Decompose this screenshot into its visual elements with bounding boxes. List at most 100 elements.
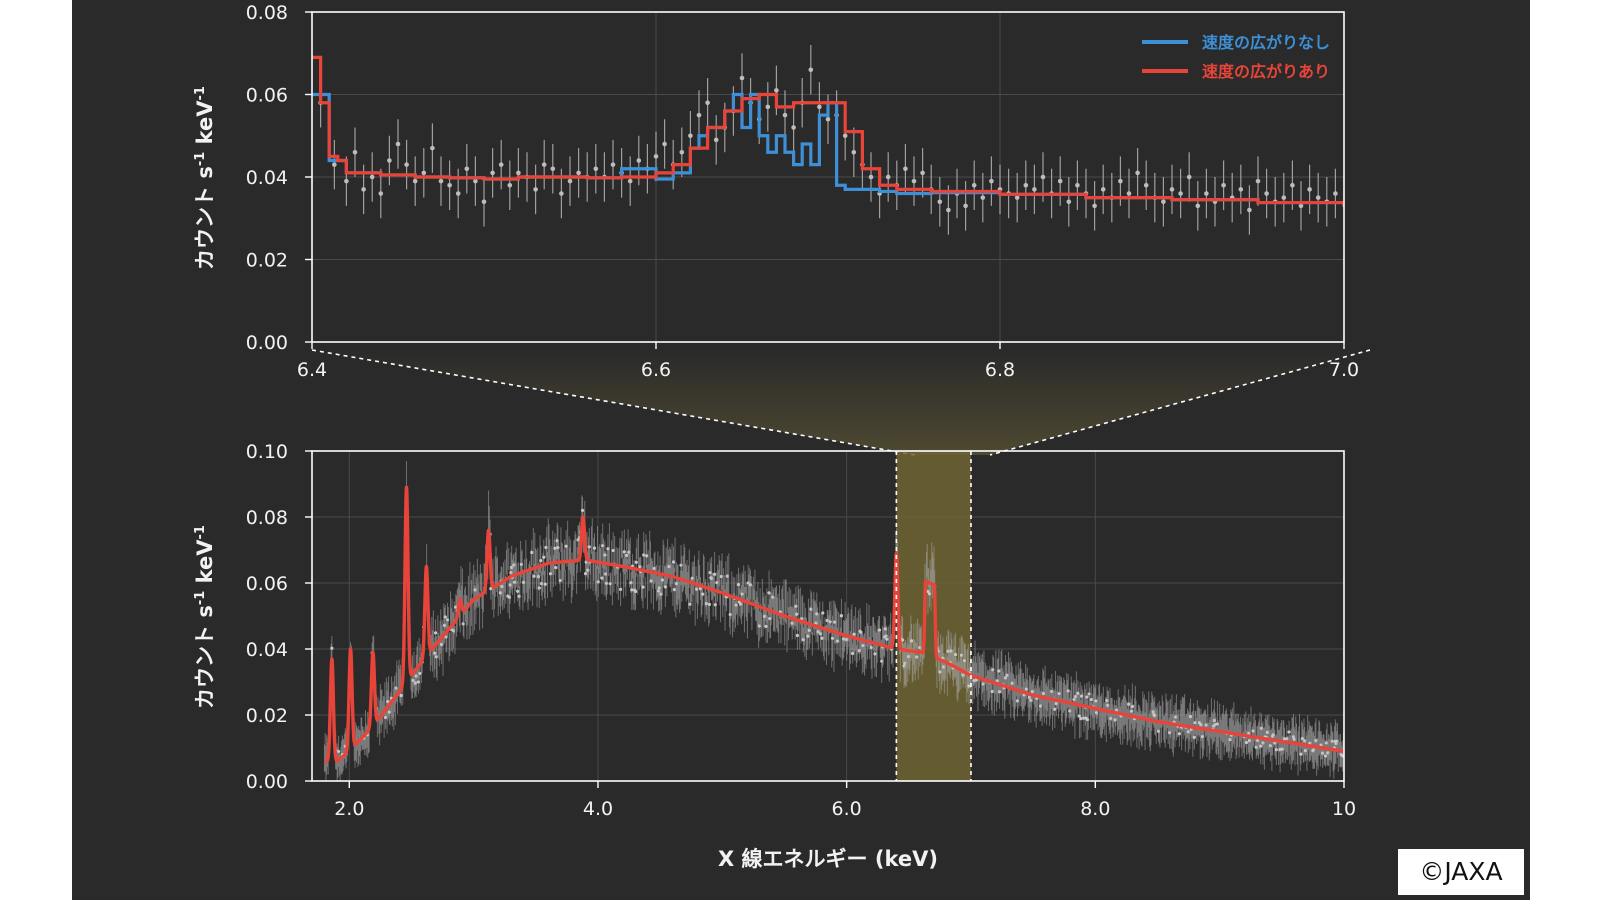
top-ytick-label: 0.04 [246, 167, 288, 189]
bottom-data-point [611, 548, 615, 553]
top-data-point [438, 178, 444, 184]
bottom-data-point [1079, 717, 1083, 721]
bottom-data-point [1127, 702, 1131, 706]
bottom-data-point [630, 588, 634, 592]
top-data-point [378, 191, 384, 196]
top-data-point [412, 178, 418, 184]
top-model-lines [312, 55, 1344, 207]
top-data-point [1057, 178, 1063, 184]
bottom-data-point [399, 693, 403, 698]
top-data-point [885, 174, 891, 180]
top-ytick-label: 0.06 [246, 85, 288, 107]
top-data-point [705, 100, 710, 106]
zoom-connector [312, 350, 1370, 455]
top-data-point [765, 104, 771, 110]
top-data-point [937, 199, 943, 205]
top-data-point [739, 75, 745, 81]
top-data-point [559, 191, 564, 196]
bottom-data-point [663, 585, 667, 589]
bottom-data-point [416, 680, 421, 684]
top-data-point [498, 162, 504, 167]
top-data-point [971, 182, 977, 188]
top-data-point [369, 174, 375, 180]
bottom-data-point [938, 670, 942, 674]
bottom-data-point [516, 589, 520, 593]
top-data-point [817, 104, 822, 110]
bottom-data-point [542, 555, 546, 559]
top-data-point [533, 187, 538, 192]
bottom-data-point [873, 652, 877, 656]
top-data-point [1281, 195, 1287, 200]
bottom-data-point [619, 587, 623, 591]
bottom-data-point [967, 684, 971, 688]
bottom-data-point [330, 646, 334, 650]
top-data-point [332, 162, 337, 167]
top-data-point [455, 191, 461, 196]
zoom-line-right [989, 349, 1371, 456]
top-data-point [903, 166, 908, 172]
top-plot: 6.4 6.6 6.8 7.0 0.00 0.02 0.04 0.06 0.08 カウント s-… [193, 2, 1359, 381]
bottom-xtick-label: 8.0 [1080, 798, 1110, 820]
bottom-data-point [433, 651, 437, 655]
top-data-point [636, 158, 642, 163]
bottom-ytick-label: 0.04 [246, 639, 288, 661]
top-data-point [1195, 203, 1201, 209]
bottom-data-point [821, 611, 825, 615]
top-data-point [481, 199, 487, 205]
top-xtick-label: 6.8 [985, 359, 1015, 381]
top-data-point [963, 203, 968, 209]
top-data-point [989, 178, 994, 184]
top-data-point [1247, 207, 1252, 213]
top-data-point [1221, 182, 1226, 188]
bottom-data-point [764, 624, 768, 628]
bottom-data-point [634, 560, 638, 564]
top-data-point [1040, 174, 1046, 180]
bottom-data-point [997, 669, 1001, 673]
bottom-xtick-label: 2.0 [334, 798, 364, 820]
bottom-data-point [990, 689, 994, 694]
bottom-data-point [1177, 732, 1181, 736]
top-y-axis-label: カウント s-1 keV-1 [193, 86, 217, 270]
legend-label-no-broadening: 速度の広がりなし [1202, 33, 1330, 52]
top-data-point [1204, 191, 1209, 196]
bottom-data-point [553, 546, 557, 550]
top-data-point [1307, 187, 1312, 192]
top-data-point [610, 162, 616, 167]
top-ytick-label: 0.00 [246, 332, 288, 354]
bottom-ytick-label: 0.06 [246, 573, 288, 595]
bottom-data-point [443, 615, 447, 619]
bottom-data-point [537, 586, 541, 590]
bottom-data-point [1053, 707, 1057, 711]
bottom-data-point [953, 652, 958, 657]
top-data-point [1290, 182, 1295, 188]
top-data-point [567, 178, 573, 184]
top-data-point [868, 174, 874, 180]
top-data-point [851, 149, 857, 155]
top-data-point [980, 195, 986, 200]
bottom-data-point [839, 614, 844, 618]
top-data-point [1255, 178, 1261, 184]
bottom-model-curve [322, 485, 1344, 763]
top-data-point [688, 133, 693, 139]
bottom-data-point [1130, 704, 1134, 709]
top-ytick-label: 0.08 [246, 2, 288, 24]
bottom-data-point [587, 545, 591, 549]
top-data-point [1264, 191, 1269, 196]
top-data-point [430, 145, 435, 151]
top-data-point [1298, 203, 1304, 209]
bottom-data-point [1089, 697, 1093, 702]
top-data-point [1238, 187, 1244, 192]
top-data-point [576, 170, 581, 176]
top-data-point [473, 178, 478, 184]
top-data-point [713, 137, 719, 143]
bottom-data-point [418, 671, 422, 676]
bottom-data-point [592, 546, 597, 550]
bottom-model-line [322, 485, 1344, 763]
top-data-point [352, 149, 358, 155]
top-data-point [1100, 187, 1106, 192]
copyright-credit: ©JAXA [1398, 849, 1524, 895]
top-data-point [808, 67, 814, 73]
bottom-data-point [915, 655, 919, 659]
top-data-point [387, 158, 392, 163]
bottom-data-point [433, 631, 438, 635]
